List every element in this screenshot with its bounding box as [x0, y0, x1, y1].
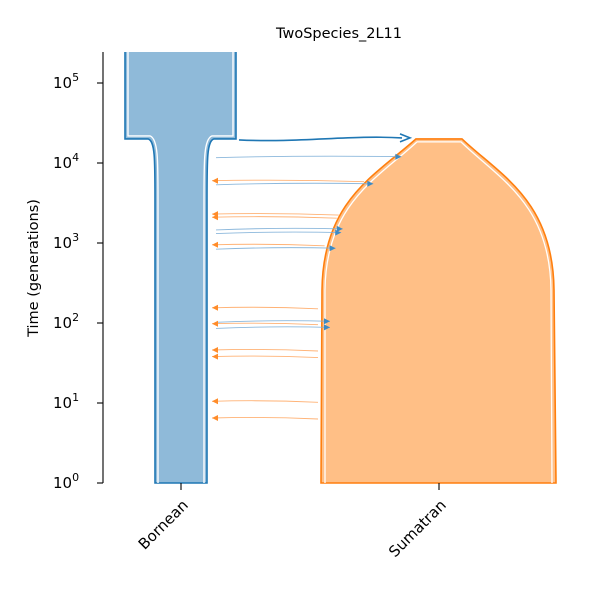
x-tick-label-bornean: Bornean [135, 496, 192, 553]
sumatran-shape-highlight [324, 141, 553, 484]
migration-arrowhead [324, 324, 330, 331]
migration-arrowhead [212, 353, 218, 360]
migration-line [215, 182, 374, 186]
migration-line [211, 416, 319, 420]
migration-line [211, 243, 325, 247]
population-shapes [124, 52, 557, 484]
migration-arrowhead [212, 398, 218, 405]
y-tick-label: 100 [53, 471, 79, 492]
migration-arrowhead [329, 245, 336, 252]
y-axis: 100 101 102 103 104 105 [53, 52, 104, 492]
y-tick-label: 105 [53, 71, 79, 92]
x-tick-label-sumatran: Sumatran [385, 496, 450, 561]
migration-arrowhead [212, 241, 218, 248]
bornean-shape-highlight [127, 52, 234, 483]
migration-line [211, 400, 319, 403]
migration-line [215, 326, 331, 329]
migration-line [211, 348, 319, 352]
migration-line [211, 355, 319, 359]
x-axis: Bornean Sumatran [135, 483, 450, 561]
migration-arrowhead [367, 180, 374, 187]
migration-line [211, 213, 339, 216]
migration-line [211, 216, 337, 219]
migration-line [215, 227, 343, 231]
y-axis-label: Time (generations) [26, 199, 42, 338]
migration-line [211, 306, 319, 310]
migration-arrowhead [395, 153, 402, 160]
migration-arrowhead [212, 347, 218, 353]
y-tick-label: 104 [53, 151, 79, 172]
migration-line [215, 320, 331, 323]
figure-title: TwoSpecies_2L11 [275, 26, 402, 42]
migration-arrowhead [324, 318, 330, 325]
migration-line [215, 247, 336, 250]
y-tick-label: 102 [53, 311, 79, 332]
migration-line [215, 155, 402, 159]
split-arrow-line [238, 136, 403, 142]
sumatran-population-shape [320, 138, 557, 484]
migration-line [211, 322, 319, 326]
bornean-population-shape [124, 52, 237, 484]
migration-arrowhead [336, 225, 343, 232]
migration-arrowhead [212, 214, 218, 221]
migration-arrowhead [212, 320, 218, 327]
split-arrow-head [399, 133, 413, 143]
migration-arrowhead [335, 229, 342, 236]
migration-arrowhead [212, 177, 218, 184]
migration-arrowhead [212, 415, 218, 421]
migration-line [215, 231, 342, 235]
migration-arrows [211, 133, 413, 421]
migration-line [211, 179, 365, 183]
migration-arrowhead [212, 304, 218, 311]
y-tick-label: 101 [53, 391, 79, 412]
y-tick-label: 103 [53, 231, 79, 252]
